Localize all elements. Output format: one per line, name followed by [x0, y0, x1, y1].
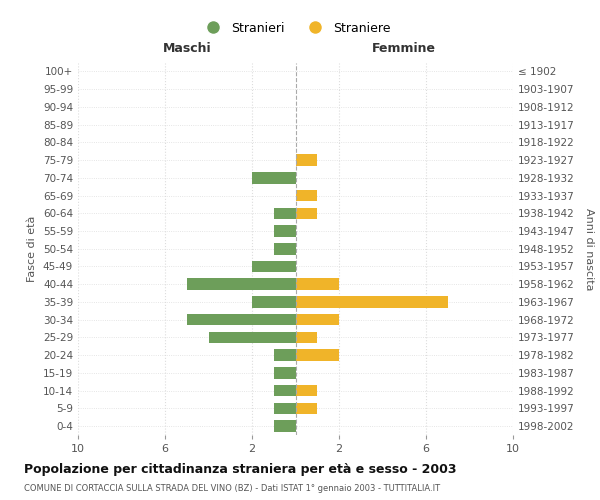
Bar: [252, 296, 296, 308]
Bar: [252, 172, 296, 184]
Bar: [296, 208, 317, 219]
Bar: [274, 385, 296, 396]
Bar: [296, 350, 339, 361]
Bar: [187, 314, 296, 326]
Bar: [296, 296, 448, 308]
Bar: [274, 350, 296, 361]
Bar: [274, 367, 296, 378]
Bar: [296, 278, 339, 290]
Bar: [296, 332, 317, 343]
Bar: [187, 278, 296, 290]
Text: Popolazione per cittadinanza straniera per età e sesso - 2003: Popolazione per cittadinanza straniera p…: [24, 462, 457, 475]
Bar: [296, 190, 317, 202]
Bar: [274, 225, 296, 237]
Text: Femmine: Femmine: [372, 42, 436, 55]
Legend: Stranieri, Straniere: Stranieri, Straniere: [196, 16, 395, 40]
Bar: [296, 385, 317, 396]
Bar: [296, 314, 339, 326]
Y-axis label: Anni di nascita: Anni di nascita: [584, 208, 594, 290]
Bar: [209, 332, 296, 343]
Text: Maschi: Maschi: [163, 42, 211, 55]
Text: COMUNE DI CORTACCIA SULLA STRADA DEL VINO (BZ) - Dati ISTAT 1° gennaio 2003 - TU: COMUNE DI CORTACCIA SULLA STRADA DEL VIN…: [24, 484, 440, 493]
Bar: [274, 420, 296, 432]
Bar: [296, 402, 317, 414]
Bar: [252, 260, 296, 272]
Bar: [274, 208, 296, 219]
Y-axis label: Fasce di età: Fasce di età: [28, 216, 37, 282]
Bar: [296, 154, 317, 166]
Bar: [274, 402, 296, 414]
Bar: [274, 243, 296, 254]
